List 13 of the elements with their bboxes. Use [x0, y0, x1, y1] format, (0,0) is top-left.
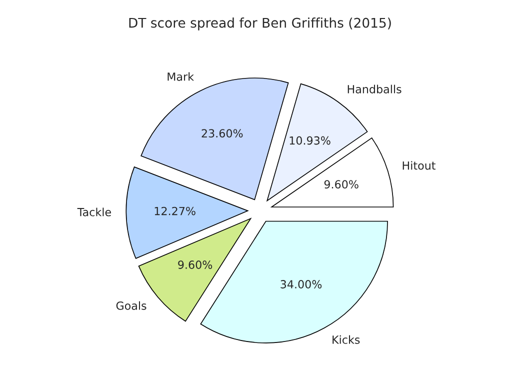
- data-label: 10.93%: [290, 136, 330, 145]
- data-label: 12.27%: [154, 206, 196, 216]
- data-label: 23.60%: [202, 129, 243, 138]
- slice-label: Handballs: [348, 84, 402, 94]
- chart-title: DT score spread for Ben Griffiths (2015): [129, 18, 391, 30]
- slice-label: Kicks: [332, 335, 360, 344]
- slice-label: Mark: [168, 72, 194, 81]
- data-label: 34.00%: [280, 280, 322, 288]
- slice-label: Hitout: [402, 161, 436, 170]
- data-label: 9.60%: [324, 180, 358, 189]
- slice-label: Goals: [116, 301, 146, 310]
- data-label: 9.60%: [178, 260, 212, 269]
- slice-label: Tackle: [77, 208, 111, 216]
